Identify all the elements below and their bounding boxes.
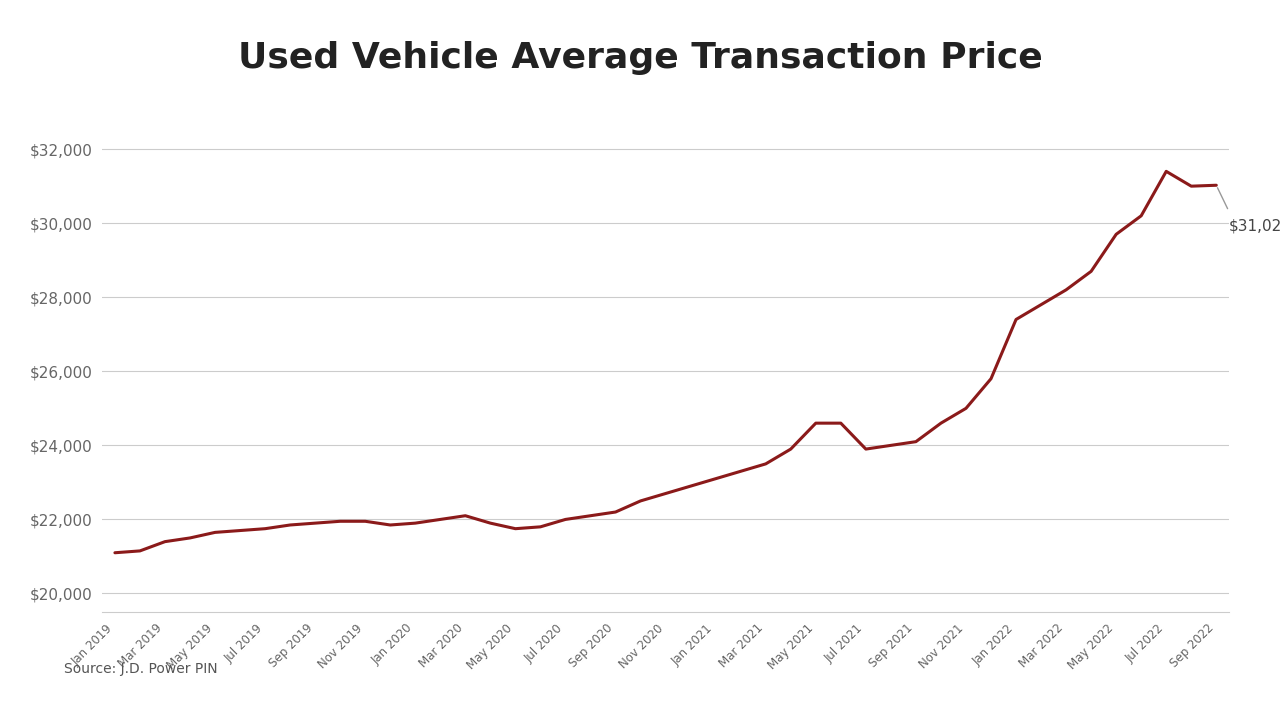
Text: Used Vehicle Average Transaction Price: Used Vehicle Average Transaction Price	[238, 40, 1042, 75]
Text: Source: J.D. Power PIN: Source: J.D. Power PIN	[64, 662, 218, 676]
Text: $31,025: $31,025	[1229, 219, 1280, 233]
